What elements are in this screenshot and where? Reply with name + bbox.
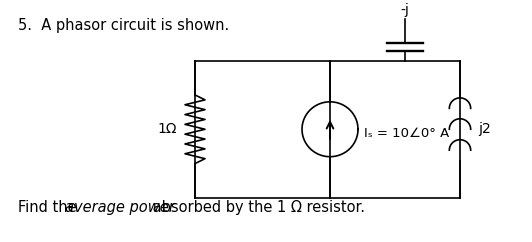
Text: Iₛ = 10∠0° A: Iₛ = 10∠0° A: [364, 127, 449, 140]
Text: 5.  A phasor circuit is shown.: 5. A phasor circuit is shown.: [18, 18, 229, 33]
Text: average power: average power: [65, 200, 174, 215]
Text: -j: -j: [401, 2, 410, 16]
Text: j2: j2: [479, 122, 492, 136]
Text: absorbed by the 1 Ω resistor.: absorbed by the 1 Ω resistor.: [148, 200, 365, 215]
Text: 1Ω: 1Ω: [157, 122, 177, 136]
Text: Find the: Find the: [18, 200, 81, 215]
